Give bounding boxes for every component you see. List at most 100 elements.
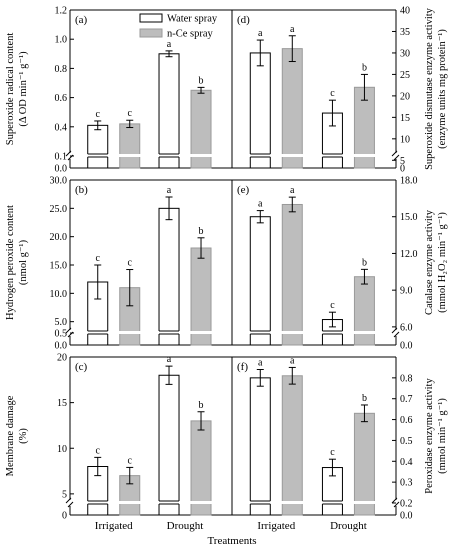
panel-a-ylabel: (Δ OD min⁻¹ g⁻¹): [18, 51, 29, 127]
panel-a-significance-letter: c: [96, 109, 101, 120]
panel-a-significance-letter: c: [128, 108, 133, 119]
panel-a-bar-water-irrigated: [87, 124, 109, 169]
panel-d-significance-letter: a: [290, 24, 295, 35]
panel-b-ylabel: (nmol g⁻¹): [18, 239, 29, 285]
panel-b-label: (b): [75, 184, 88, 196]
panel-a-bar-break: [158, 154, 181, 157]
panel-b-tick-label: 20.0: [50, 232, 68, 243]
panel-b-bar-break: [118, 331, 141, 334]
panel-e-tick-label: 18.0: [400, 176, 418, 187]
panel-a-bar-break: [190, 154, 213, 157]
panel-a-tick-label: 0.0: [55, 164, 68, 175]
panel-e-tick-label: 15.0: [400, 212, 418, 223]
panel-f-bar-nce-irrigated: [281, 375, 303, 516]
panel-e-significance-letter: a: [258, 199, 263, 210]
panel-e-significance-letter: a: [290, 185, 295, 196]
panel-c-category-label: Irrigated: [95, 520, 133, 532]
panel-c-bar-break: [190, 501, 213, 504]
panel-f-bar-water-irrigated: [249, 377, 271, 516]
panel-c-tick-label: 10: [57, 444, 67, 455]
panel-f-significance-letter: c: [330, 447, 335, 458]
legend-label-nce-spray: n-Ce spray: [167, 29, 214, 40]
panel-d-axis-break-mark: [391, 150, 398, 157]
panel-e-bar-break: [249, 331, 272, 334]
legend-label-water-spray: Water spray: [167, 14, 218, 25]
panel-e-tick-label: 9.0: [400, 286, 413, 297]
panel-d-significance-letter: a: [258, 28, 263, 39]
panel-a-significance-letter: a: [167, 39, 172, 50]
panel-f-significance-letter: a: [290, 355, 295, 366]
panel-a-axis-break-mark: [65, 150, 72, 157]
panel-a-bar-break: [86, 154, 109, 157]
panel-d-label: (d): [237, 14, 250, 26]
panel-b-tick-label: 30.0: [50, 176, 68, 187]
panel-b-tick-label: 10.0: [50, 289, 68, 300]
panel-d-bar-nce-irrigated: [281, 48, 303, 169]
panel-c-bar-break: [158, 501, 181, 504]
panel-b-tick-label: 0.0: [55, 341, 68, 352]
panel-b-bar-break: [86, 331, 109, 334]
panel-f-tick-label: 0.0: [400, 511, 413, 522]
panel-d-tick-label: 20: [400, 91, 410, 102]
panel-b-bar-water-drought: [158, 207, 180, 346]
panel-e-bar-nce-irrigated: [281, 203, 303, 346]
panel-b-tick-label: 25.0: [50, 204, 68, 215]
panel-c-bar-break: [118, 501, 141, 504]
panel-f-bar-nce-drought: [353, 412, 375, 516]
panel-f-category-label: Irrigated: [257, 520, 295, 532]
panel-a-tick-label: 0.4: [55, 122, 68, 133]
panel-c-significance-letter: c: [96, 445, 101, 456]
panel-c-ylabel: Membrane damage: [5, 395, 16, 476]
panel-c-bar-water-drought: [158, 374, 180, 516]
panel-d-axis-break-gap: [392, 153, 400, 159]
panel-e-tick-label: 12.0: [400, 249, 418, 260]
x-axis-title: Treatments: [207, 535, 256, 547]
panel-e-bar-break: [353, 331, 376, 334]
panel-a-bar-break: [118, 154, 141, 157]
panel-d-bar-water-irrigated: [249, 52, 271, 169]
panel-c-label: (c): [75, 361, 88, 373]
panel-e-bar-break: [281, 331, 304, 334]
panel-e-label: (e): [237, 184, 250, 196]
panel-f-significance-letter: a: [258, 358, 263, 369]
panel-c-tick-label: 0: [62, 511, 67, 522]
panel-f-significance-letter: b: [362, 393, 367, 404]
panel-b-tick-label: 15.0: [50, 261, 68, 272]
panel-f-tick-label: 0.7: [400, 394, 413, 405]
panel-f-tick-label: 0.5: [400, 436, 413, 447]
panel-f-label: (f): [237, 361, 248, 373]
panel-c-axis-break-mark: [65, 497, 72, 504]
panel-a-ylabel: Superoxide radical content: [5, 33, 16, 146]
legend-swatch-water-spray: [139, 13, 163, 23]
panel-c-axis-break-gap: [66, 500, 74, 506]
panel-c-tick-label: 20: [57, 353, 67, 364]
panel-b-significance-letter: a: [167, 185, 172, 196]
panel-f-tick-label: 0.4: [400, 457, 413, 468]
panel-f-tick-label: 0.3: [400, 478, 413, 489]
panel-f-ylabel: (mmol min⁻¹ g⁻¹): [437, 398, 448, 474]
panel-b-bar-nce-drought: [190, 247, 212, 346]
panel-e-bar-water-irrigated: [249, 216, 271, 346]
panel-f-tick-label: 0.8: [400, 373, 413, 384]
panel-c-tick-label: 5: [62, 489, 67, 500]
panel-b-significance-letter: b: [199, 226, 204, 237]
panel-d-tick-label: 30: [400, 48, 410, 59]
panel-f-bar-break: [249, 501, 272, 504]
panel-a-tick-label: 0.1: [55, 152, 68, 163]
panel-d-tick-label: 35: [400, 27, 410, 38]
panel-a-significance-letter: b: [199, 75, 204, 86]
panel-e-tick-label: 6.0: [400, 322, 413, 333]
panel-d-tick-label: 25: [400, 70, 410, 81]
panel-f-bar-break: [281, 501, 304, 504]
panel-e-bar-break: [321, 331, 344, 334]
panel-e-significance-letter: b: [362, 257, 367, 268]
panel-c-ylabel: (%): [18, 428, 29, 444]
panel-a-label: (a): [75, 14, 88, 26]
panel-a-bar-nce-irrigated: [119, 123, 141, 169]
panel-f-category-label: Drought: [330, 520, 367, 532]
panel-c-bar-break: [86, 501, 109, 504]
panel-d-tick-label: 0: [400, 164, 405, 175]
panel-e-significance-letter: c: [330, 300, 335, 311]
panel-c-category-label: Drought: [167, 520, 204, 532]
